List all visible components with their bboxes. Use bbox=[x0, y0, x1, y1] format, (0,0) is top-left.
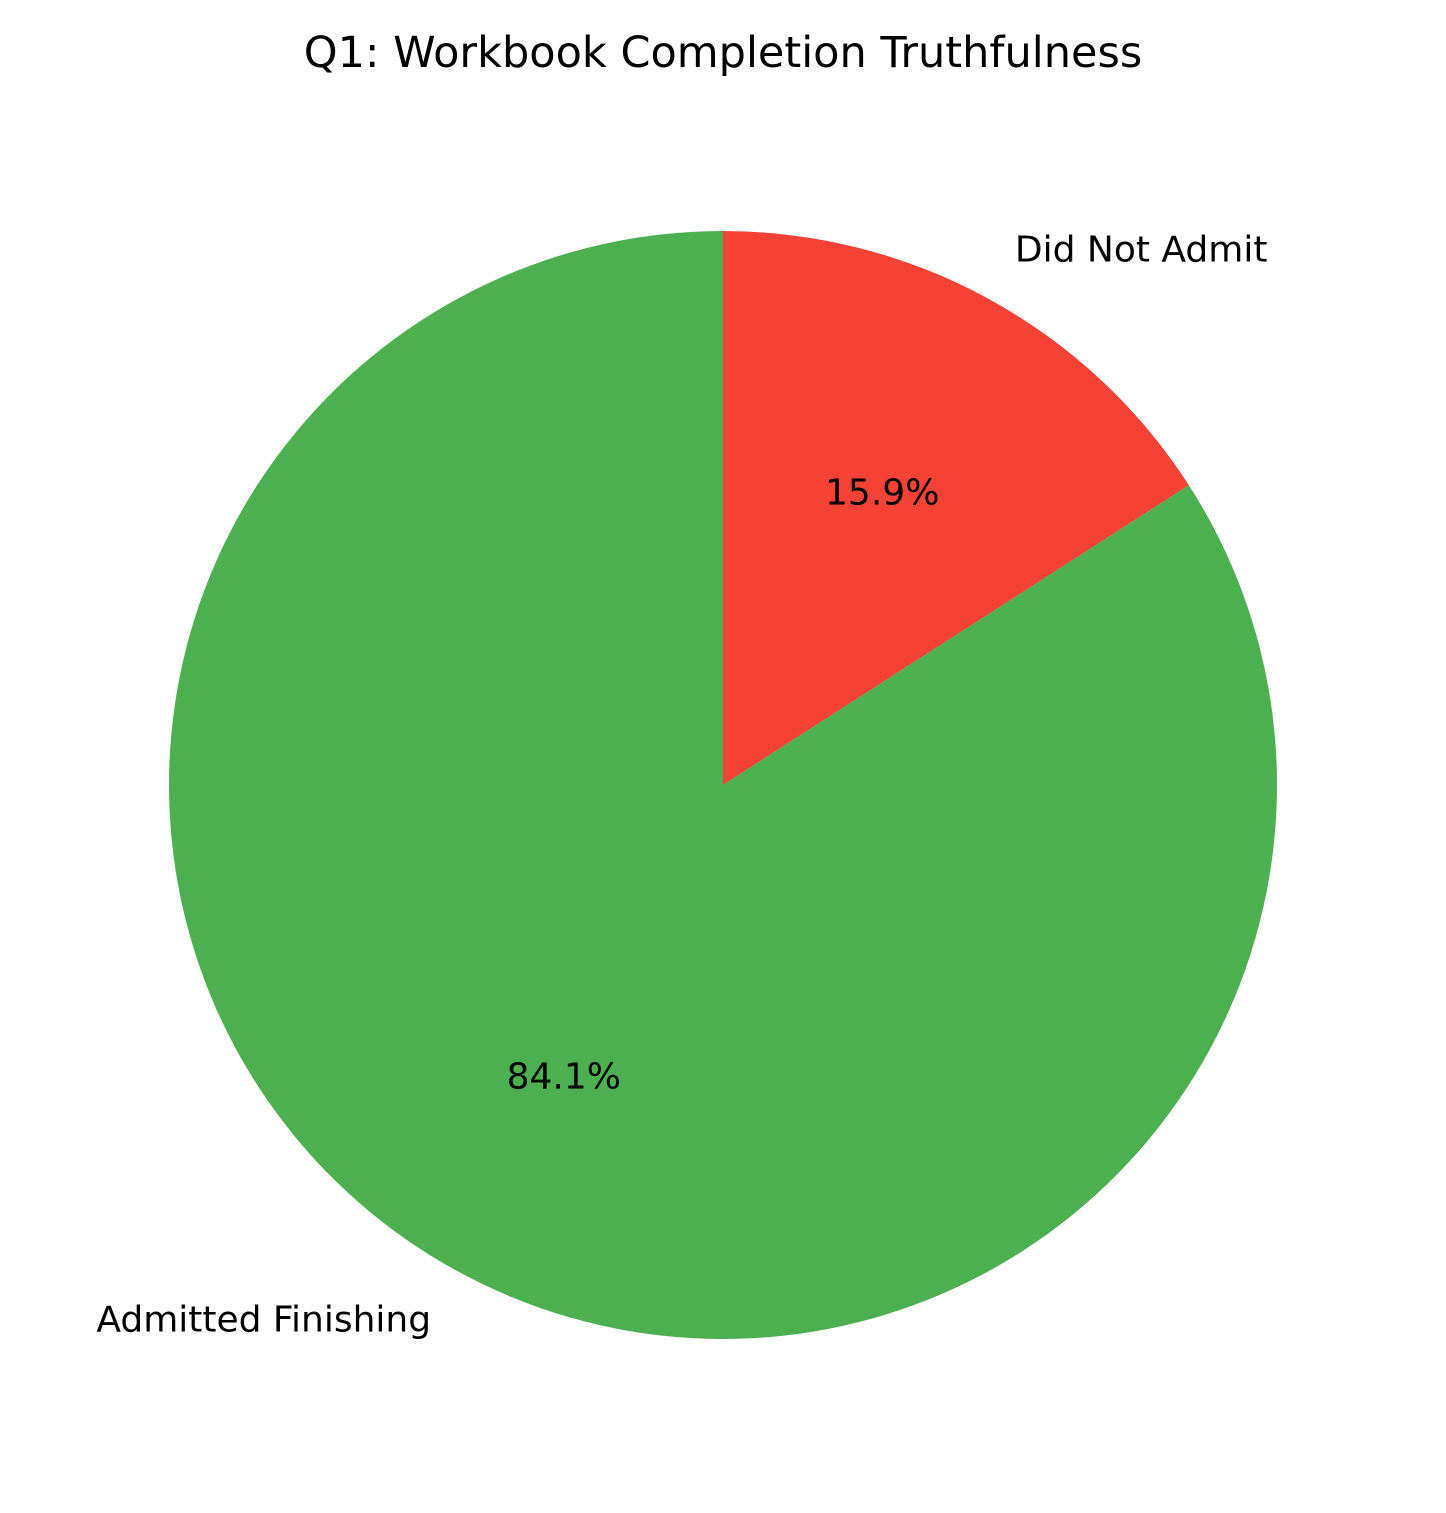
pie-slice-admitted-finishing bbox=[169, 231, 1277, 1339]
pie-slices bbox=[169, 231, 1277, 1339]
slice-percent-admitted-finishing: 84.1% bbox=[507, 1056, 621, 1097]
slice-label-did-not-admit: Did Not Admit bbox=[1015, 230, 1268, 271]
slice-percent-did-not-admit: 15.9% bbox=[825, 473, 939, 514]
pie-labels: Did Not Admit 15.9% Admitted Finishing 84.1… bbox=[96, 230, 1267, 1341]
pie-slice-did-not-admit bbox=[723, 231, 1189, 785]
chart-title: Q1: Workbook Completion Truthfulness bbox=[304, 28, 1143, 78]
slice-label-admitted-finishing: Admitted Finishing bbox=[96, 1299, 431, 1340]
